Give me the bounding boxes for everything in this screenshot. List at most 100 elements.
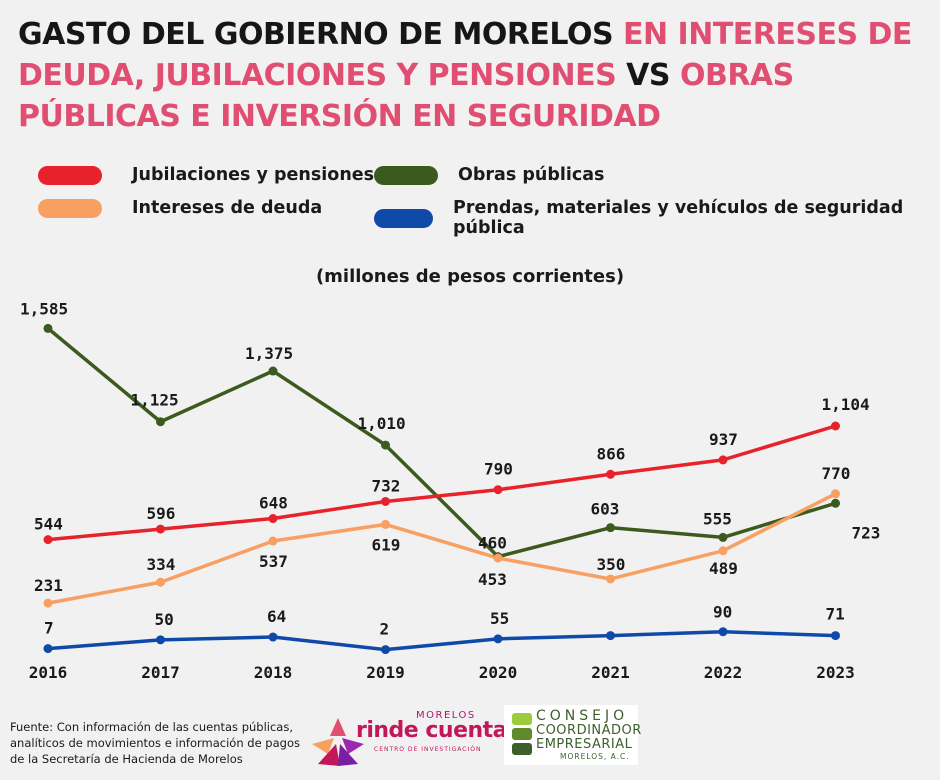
x-tick-2022: 2022 xyxy=(704,663,743,682)
data-point-obras-publicas-2017 xyxy=(156,417,165,427)
data-label-intereses-de-deuda-2020: 453 xyxy=(478,570,507,589)
data-label-intereses-de-deuda-2019: 619 xyxy=(372,535,401,554)
data-point-intereses-de-deuda-2021 xyxy=(606,574,615,584)
x-tick-2019: 2019 xyxy=(366,663,405,682)
data-label-intereses-de-deuda-2023: 770 xyxy=(822,464,851,483)
data-label-obras-publicas-2017: 1,125 xyxy=(131,391,179,410)
x-tick-2023: 2023 xyxy=(816,663,855,682)
x-tick-2016: 2016 xyxy=(29,663,68,682)
cce-line-4: MORELOS, A.C. xyxy=(560,752,630,761)
cce-line-1: CONSEJO xyxy=(536,708,629,724)
data-point-intereses-de-deuda-2016 xyxy=(43,598,53,608)
data-label-jubilaciones-y-pensiones-2021: 866 xyxy=(597,444,626,463)
series-line-prendas-materiales-y-vehiculos-de-seguridad-publica xyxy=(47,629,836,652)
data-point-jubilaciones-y-pensiones-2022 xyxy=(718,455,728,465)
series-line-obras-publicas xyxy=(46,327,837,559)
data-label-intereses-de-deuda-2021: 350 xyxy=(597,555,626,574)
data-point-jubilaciones-y-pensiones-2021 xyxy=(606,469,615,479)
cce-line-3: EMPRESARIAL xyxy=(536,737,633,752)
data-point-obras-publicas-2019 xyxy=(381,440,390,450)
legend-item-jubilaciones: Jubilaciones y pensiones xyxy=(38,165,374,185)
data-point-jubilaciones-y-pensiones-2019 xyxy=(381,496,390,506)
data-point-prendas-materiales-y-vehiculos-de-seguridad-publica-2019 xyxy=(381,645,390,655)
data-label-prendas-materiales-y-vehiculos-de-seguridad-publica-2019: 2 xyxy=(380,620,390,639)
data-label-prendas-materiales-y-vehiculos-de-seguridad-publica-2023: 71 xyxy=(826,605,845,624)
data-point-intereses-de-deuda-2022 xyxy=(718,546,728,556)
data-label-intereses-de-deuda-2022: 489 xyxy=(709,559,738,578)
legend-item-obras: Obras públicas xyxy=(374,165,604,185)
data-point-obras-publicas-2022 xyxy=(718,532,728,542)
data-point-obras-publicas-2023 xyxy=(831,498,840,508)
data-point-obras-publicas-2016 xyxy=(43,323,53,333)
data-label-obras-publicas-2019: 1,010 xyxy=(358,414,406,433)
units-label: (millones de pesos corrientes) xyxy=(315,266,625,287)
title-part-4: OBRAS PÚBLICAS E INVERSIÓN EN SEGURIDAD xyxy=(18,58,794,134)
data-point-prendas-materiales-y-vehiculos-de-seguridad-publica-2016 xyxy=(43,644,53,654)
data-point-prendas-materiales-y-vehiculos-de-seguridad-publica-2021 xyxy=(606,631,615,641)
data-point-prendas-materiales-y-vehiculos-de-seguridad-publica-2017 xyxy=(156,635,165,645)
x-tick-2020: 2020 xyxy=(479,663,518,682)
data-point-intereses-de-deuda-2017 xyxy=(156,577,165,587)
legend-item-seguridad: Prendas, materiales y vehículos de segur… xyxy=(374,198,940,238)
data-label-jubilaciones-y-pensiones-2023: 1,104 xyxy=(822,395,870,414)
series-line-jubilaciones-y-pensiones xyxy=(47,424,837,542)
data-label-prendas-materiales-y-vehiculos-de-seguridad-publica-2017: 50 xyxy=(155,610,174,629)
data-point-obras-publicas-2018 xyxy=(268,366,278,376)
legend-swatch-seguridad xyxy=(374,208,434,228)
title-part-2: EN INTERESES DE DEUDA, JUBILACIONES Y PE… xyxy=(18,17,912,93)
x-tick-2021: 2021 xyxy=(591,663,630,682)
series-line-intereses-de-deuda xyxy=(47,492,837,605)
data-label-obras-publicas-2021: 603 xyxy=(591,500,620,519)
source-note: Fuente: Con información de las cuentas p… xyxy=(10,720,300,766)
data-point-intereses-de-deuda-2020 xyxy=(493,553,503,563)
chart-title: GASTO DEL GOBIERNO DE MORELOS EN INTERES… xyxy=(18,14,918,137)
x-tick-2017: 2017 xyxy=(141,663,180,682)
data-point-jubilaciones-y-pensiones-2017 xyxy=(156,524,165,534)
legend-swatch-obras xyxy=(374,165,438,185)
data-label-prendas-materiales-y-vehiculos-de-seguridad-publica-2020: 55 xyxy=(490,609,509,628)
x-tick-2018: 2018 xyxy=(254,663,293,682)
data-label-prendas-materiales-y-vehiculos-de-seguridad-publica-2018: 64 xyxy=(267,607,286,626)
data-point-intereses-de-deuda-2023 xyxy=(831,489,840,499)
data-label-jubilaciones-y-pensiones-2022: 937 xyxy=(709,430,738,449)
data-label-jubilaciones-y-pensiones-2018: 648 xyxy=(259,494,288,513)
data-label-obras-publicas-2022: 555 xyxy=(703,509,732,528)
legend-item-intereses: Intereses de deuda xyxy=(38,198,322,218)
data-label-jubilaciones-y-pensiones-2017: 596 xyxy=(147,504,176,523)
data-point-jubilaciones-y-pensiones-2020 xyxy=(493,485,503,495)
data-point-intereses-de-deuda-2019 xyxy=(381,519,390,529)
title-part-1: GASTO DEL GOBIERNO DE MORELOS xyxy=(18,17,624,52)
cce-logo: CONSEJO COORDINADOR EMPRESARIAL MORELOS,… xyxy=(504,705,641,765)
rinde-cuentas-top: MORELOS xyxy=(416,710,476,721)
data-label-prendas-materiales-y-vehiculos-de-seguridad-publica-2016: 7 xyxy=(44,619,54,638)
data-label-jubilaciones-y-pensiones-2019: 732 xyxy=(372,476,401,495)
legend-swatch-jubilaciones xyxy=(38,165,102,185)
data-label-obras-publicas-2018: 1,375 xyxy=(245,344,293,363)
cce-line-2: COORDINADOR xyxy=(536,723,642,738)
data-point-jubilaciones-y-pensiones-2018 xyxy=(268,514,278,524)
data-label-intereses-de-deuda-2018: 537 xyxy=(259,552,288,571)
data-label-jubilaciones-y-pensiones-2020: 790 xyxy=(484,460,513,479)
legend-label-intereses: Intereses de deuda xyxy=(132,198,323,218)
data-point-prendas-materiales-y-vehiculos-de-seguridad-publica-2020 xyxy=(493,634,503,644)
data-point-prendas-materiales-y-vehiculos-de-seguridad-publica-2022 xyxy=(718,627,728,637)
data-label-prendas-materiales-y-vehiculos-de-seguridad-publica-2022: 90 xyxy=(713,603,732,622)
data-point-jubilaciones-y-pensiones-2023 xyxy=(831,421,840,431)
data-point-prendas-materiales-y-vehiculos-de-seguridad-publica-2023 xyxy=(831,631,840,641)
legend-label-jubilaciones: Jubilaciones y pensiones xyxy=(132,165,375,185)
legend-label-seguridad: Prendas, materiales y vehículos de segur… xyxy=(453,198,904,238)
data-label-obras-publicas-2020: 460 xyxy=(478,534,507,553)
legend-swatch-intereses xyxy=(38,198,102,218)
data-point-obras-publicas-2021 xyxy=(606,523,615,533)
data-point-intereses-de-deuda-2018 xyxy=(268,536,278,546)
data-label-intereses-de-deuda-2017: 334 xyxy=(147,555,176,574)
legend-label-obras: Obras públicas xyxy=(458,165,605,185)
rinde-cuentas-emblem-icon xyxy=(312,718,364,766)
title-part-3: VS xyxy=(616,58,680,93)
rinde-cuentas-logo: MORELOS rinde cuentas CENTRO DE INVESTIG… xyxy=(308,708,520,768)
data-point-prendas-materiales-y-vehiculos-de-seguridad-publica-2018 xyxy=(268,632,278,642)
rinde-cuentas-sub: CENTRO DE INVESTIGACIÓN xyxy=(374,746,482,753)
data-point-jubilaciones-y-pensiones-2016 xyxy=(43,535,53,545)
line-chart: 1,585 1,125 1,375 1,010 460 603 555 723 544 596 64… xyxy=(20,299,880,682)
cce-emblem-icon xyxy=(512,713,532,755)
